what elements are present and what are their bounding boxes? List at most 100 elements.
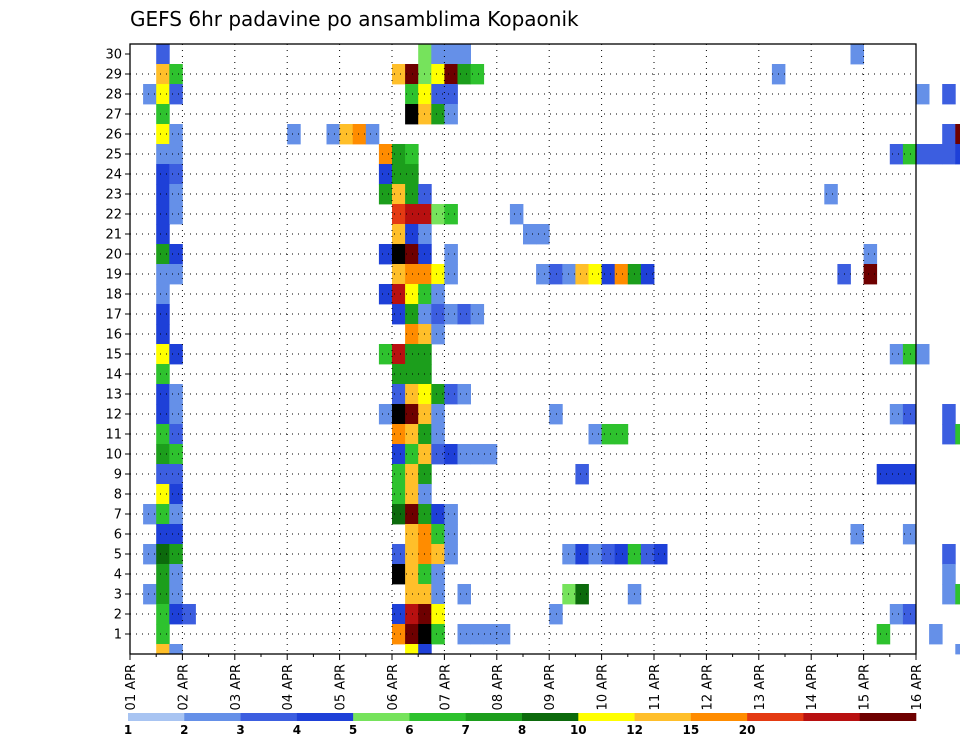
heatmap-cell	[392, 364, 406, 385]
heatmap-cell	[431, 384, 445, 405]
colorbar-label: 20	[739, 723, 756, 737]
heatmap-cell	[182, 604, 196, 625]
heatmap-cell	[405, 244, 419, 265]
heatmap-cell	[470, 624, 485, 645]
heatmap-cell	[405, 444, 419, 465]
heatmap-cell	[418, 644, 432, 655]
y-tick-label: 7	[114, 508, 122, 523]
heatmap-cell	[889, 344, 904, 365]
x-tick-label: 03 APR	[229, 664, 244, 710]
heatmap-cell	[392, 344, 406, 365]
y-tick-label: 16	[105, 328, 122, 343]
heatmap-cell	[405, 324, 419, 345]
heatmap-cell	[942, 544, 956, 565]
heatmap-cell	[392, 184, 406, 205]
heatmap-cell	[444, 44, 458, 65]
heatmap-cell	[169, 384, 183, 405]
heatmap-cell	[405, 384, 419, 405]
colorbar-swatch	[128, 713, 185, 721]
heatmap-cell	[169, 144, 183, 165]
heatmap-cell	[431, 604, 445, 625]
colorbar-label: 4	[293, 723, 301, 737]
heatmap-cell	[392, 484, 406, 505]
heatmap-cell	[902, 144, 917, 165]
heatmap-cells	[143, 44, 960, 655]
heatmap-cell	[942, 584, 956, 605]
heatmap-cell	[824, 184, 838, 205]
heatmap-cell	[352, 124, 367, 145]
heatmap-cell	[457, 44, 471, 65]
heatmap-cell	[955, 144, 960, 165]
heatmap-cell	[575, 264, 589, 285]
colorbar-label: 2	[180, 723, 188, 737]
heatmap-cell	[588, 544, 602, 565]
heatmap-cell	[431, 204, 445, 225]
heatmap-cell	[418, 44, 432, 65]
heatmap-cell	[392, 384, 406, 405]
heatmap-cell	[601, 424, 616, 445]
heatmap-cell	[955, 644, 960, 655]
heatmap-cell	[850, 44, 864, 65]
x-tick-label: 01 APR	[124, 664, 139, 710]
colorbar-swatch	[353, 713, 410, 721]
heatmap-cell	[955, 124, 960, 145]
heatmap-cell	[470, 64, 485, 85]
heatmap-cell	[863, 264, 878, 285]
heatmap-cell	[916, 344, 930, 365]
colorbar-label: 6	[405, 723, 413, 737]
heatmap-cell	[169, 264, 183, 285]
heatmap-cell	[470, 304, 485, 325]
heatmap-cell	[405, 564, 419, 585]
heatmap-cell	[392, 444, 406, 465]
y-tick-label: 10	[105, 448, 122, 463]
y-tick-label: 29	[105, 68, 122, 83]
heatmap-cell	[169, 164, 183, 185]
heatmap-cell	[444, 384, 458, 405]
heatmap-cell	[156, 464, 170, 485]
y-tick-label: 22	[105, 208, 122, 223]
colorbar-label: 3	[236, 723, 244, 737]
x-tick-label: 14 APR	[805, 664, 820, 710]
heatmap-cell	[431, 544, 445, 565]
colorbar-label: 7	[462, 723, 470, 737]
heatmap-cell	[431, 624, 445, 645]
x-tick-label: 05 APR	[334, 664, 349, 710]
heatmap-cell	[431, 64, 445, 85]
heatmap-cell	[444, 444, 458, 465]
x-tick-label: 11 APR	[648, 664, 663, 710]
heatmap-cell	[444, 204, 458, 225]
y-tick-label: 21	[105, 228, 122, 243]
heatmap-cell	[942, 84, 956, 105]
heatmap-cell	[916, 84, 930, 105]
heatmap-cell	[431, 404, 445, 425]
heatmap-cell	[156, 504, 170, 525]
y-tick-label: 30	[105, 48, 122, 63]
colorbar-swatch	[465, 713, 523, 721]
heatmap-cell	[575, 544, 589, 565]
grid-lines	[130, 44, 916, 654]
heatmap-cell	[889, 404, 904, 425]
heatmap-cell	[378, 404, 393, 425]
heatmap-cell	[457, 64, 471, 85]
heatmap-cell	[405, 64, 419, 85]
heatmap-cell	[562, 584, 576, 605]
heatmap-cell	[156, 224, 170, 245]
colorbar-swatch	[409, 713, 467, 721]
heatmap-cell	[169, 504, 183, 525]
heatmap-cell	[156, 324, 170, 345]
heatmap-cell	[143, 584, 157, 605]
heatmap-cell	[431, 264, 445, 285]
x-tick-label: 12 APR	[700, 664, 715, 710]
heatmap-cell	[405, 304, 419, 325]
heatmap-cell	[405, 104, 419, 125]
y-tick-label: 9	[114, 468, 122, 483]
heatmap-cell	[169, 344, 183, 365]
heatmap-cell	[392, 264, 406, 285]
heatmap-cell	[876, 464, 891, 485]
heatmap-cell	[902, 344, 917, 365]
heatmap-cell	[392, 604, 406, 625]
colorbar-label: 1	[124, 723, 132, 737]
heatmap-cell	[392, 624, 406, 645]
heatmap-cell	[378, 344, 393, 365]
heatmap-cell	[457, 384, 471, 405]
